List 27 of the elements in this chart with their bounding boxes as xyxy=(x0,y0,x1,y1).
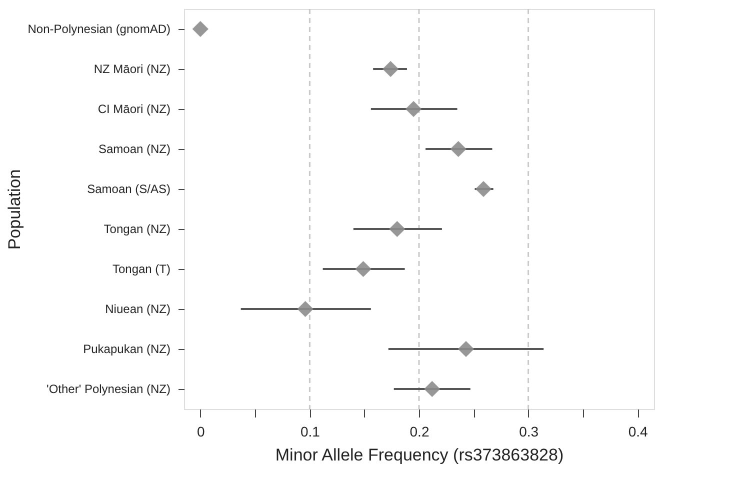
x-tick-label: 0.4 xyxy=(628,424,648,440)
point xyxy=(475,180,492,198)
y-tick-label: Niuean (NZ) xyxy=(105,302,170,316)
y-tick-label: Samoan (S/AS) xyxy=(87,182,170,196)
point xyxy=(382,60,399,78)
y-tick-label: Tongan (NZ) xyxy=(104,222,170,236)
y-tick-label: Non-Polynesian (gnomAD) xyxy=(28,22,170,36)
x-tick-label: 0.3 xyxy=(519,424,539,440)
y-tick-label: 'Other' Polynesian (NZ) xyxy=(46,382,170,396)
y-tick-label: Tongan (T) xyxy=(112,262,170,276)
point xyxy=(389,220,406,238)
y-tick-label: NZ Māori (NZ) xyxy=(94,62,170,76)
x-tick-label: 0 xyxy=(196,424,205,440)
x-axis-title: Minor Allele Frequency (rs373863828) xyxy=(275,446,564,464)
point xyxy=(458,340,474,358)
point xyxy=(424,380,440,398)
point xyxy=(192,20,208,38)
y-tick-label: Samoan (NZ) xyxy=(98,142,170,156)
y-tick-label: Pukapukan (NZ) xyxy=(83,342,170,356)
y-tick-label: CI Māori (NZ) xyxy=(98,102,170,116)
x-tick-label: 0.1 xyxy=(300,424,320,440)
x-tick-label: 0.2 xyxy=(410,424,430,440)
y-axis-title: Population xyxy=(4,169,24,250)
point xyxy=(355,260,372,278)
point xyxy=(405,100,422,118)
point xyxy=(450,140,466,158)
point xyxy=(297,300,314,318)
